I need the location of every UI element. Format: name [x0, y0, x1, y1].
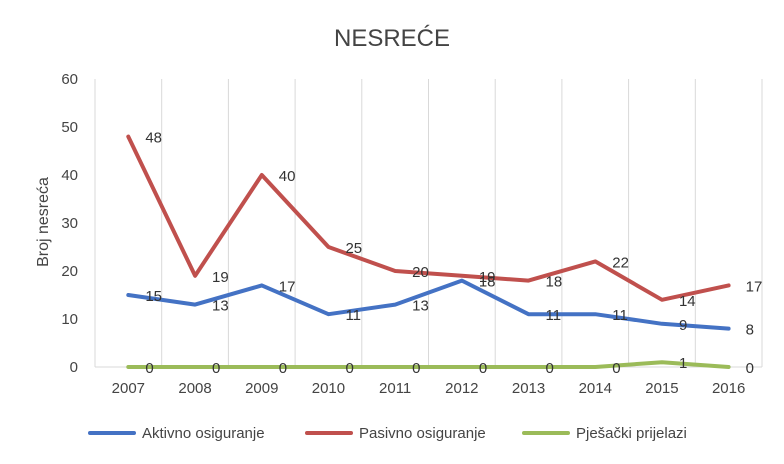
data-label: 17: [279, 278, 296, 295]
data-label: 17: [746, 278, 763, 295]
data-label: 11: [612, 307, 628, 324]
data-label: 0: [212, 360, 220, 377]
series-lines: [126, 134, 731, 369]
data-label: 22: [612, 254, 629, 271]
data-label: 25: [345, 240, 362, 257]
legend: Aktivno osiguranje Pasivno osiguranje Pješ…: [88, 425, 687, 442]
y-tick-label: 40: [61, 167, 78, 184]
data-label: 11: [345, 307, 361, 324]
data-label: 1: [679, 355, 687, 372]
y-tick-label: 20: [61, 263, 78, 280]
data-label: 0: [546, 360, 554, 377]
x-tick-label: 2012: [445, 380, 478, 397]
x-tick-label: 2007: [112, 380, 145, 397]
data-label: 9: [679, 317, 687, 334]
data-label: 0: [612, 360, 620, 377]
x-tick-label: 2016: [712, 380, 745, 397]
data-label: 0: [746, 360, 754, 377]
legend-label: Pješački prijelazi: [576, 425, 687, 442]
data-label: 0: [479, 360, 487, 377]
data-label: 13: [412, 298, 429, 315]
data-label: 0: [145, 360, 153, 377]
data-label: 18: [479, 274, 496, 291]
x-tick-label: 2014: [579, 380, 612, 397]
data-label: 0: [279, 360, 287, 377]
data-label: 0: [412, 360, 420, 377]
x-tick-label: 2011: [379, 380, 411, 397]
y-axis-label: Broj nesreća: [35, 177, 52, 267]
x-tick-label: 2008: [178, 380, 211, 397]
y-tick-label: 60: [61, 71, 78, 88]
x-tick-label: 2010: [312, 380, 345, 397]
data-label: 14: [679, 293, 696, 310]
x-tick-label: 2009: [245, 380, 278, 397]
series-line-2: [126, 360, 731, 369]
x-tick-label: 2015: [645, 380, 678, 397]
data-label: 13: [212, 298, 229, 315]
data-label: 18: [546, 274, 563, 291]
data-label: 40: [279, 168, 296, 185]
series-line-0: [126, 278, 731, 331]
data-label: 19: [479, 269, 496, 286]
data-label: 15: [145, 288, 162, 305]
chart-title: NESREĆE: [334, 25, 450, 52]
data-label: 48: [145, 130, 162, 147]
data-label: 19: [212, 269, 229, 286]
data-label: 11: [546, 307, 562, 324]
legend-label: Pasivno osiguranje: [359, 425, 486, 442]
y-tick-label: 50: [61, 119, 78, 136]
x-tick-label: 2013: [512, 380, 545, 397]
y-tick-label: 10: [61, 311, 78, 328]
y-tick-label: 0: [70, 359, 78, 376]
y-tick-label: 30: [61, 215, 78, 232]
data-label: 8: [746, 322, 754, 339]
legend-label: Aktivno osiguranje: [142, 425, 265, 442]
data-label: 0: [345, 360, 353, 377]
data-label: 20: [412, 264, 429, 281]
grid-lines: [94, 79, 763, 367]
series-line-1: [126, 134, 731, 302]
